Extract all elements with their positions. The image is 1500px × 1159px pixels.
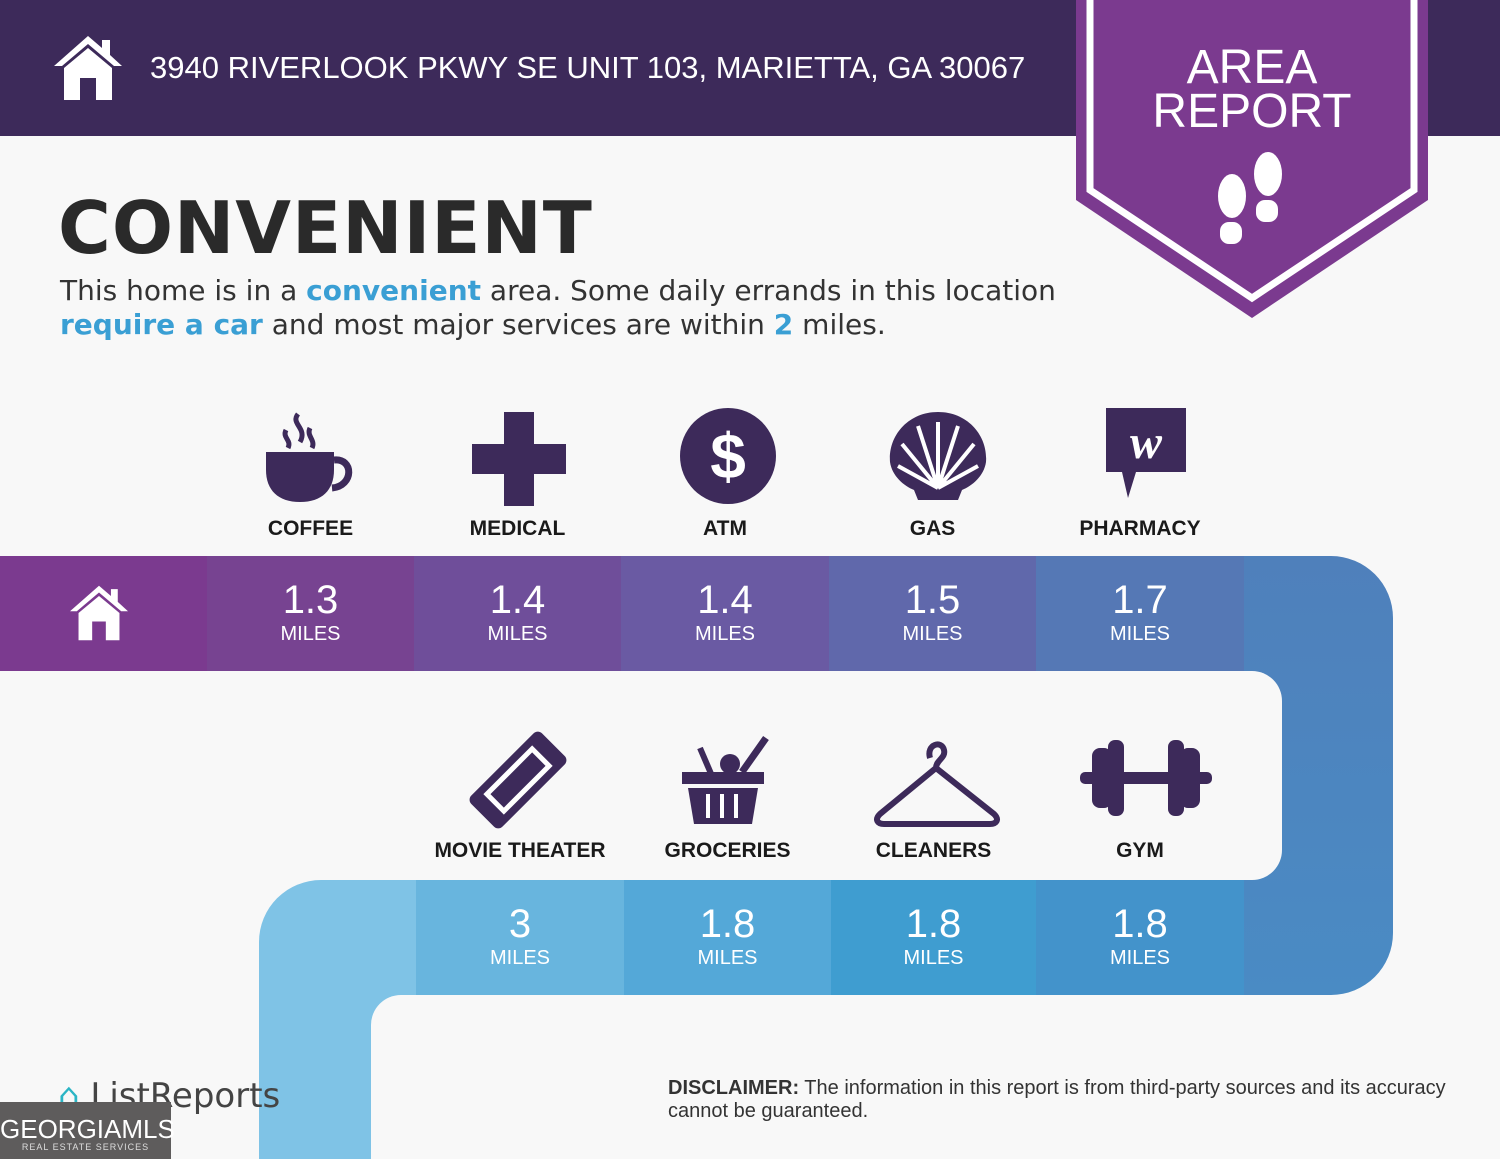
distance-cell: 1.3 MILES [207,556,414,671]
distance-cell: 1.5 MILES [829,556,1036,671]
distance-value: 1.5 [904,578,961,622]
amenity-label: COFFEE [267,517,354,540]
distance-unit: MILES [487,623,548,645]
basket-icon [678,734,778,835]
amenity-label: GROCERIES [664,839,791,862]
disclaimer-text: The information in this report is from t… [668,1077,1446,1122]
desc-text: miles. [793,308,886,341]
desc-highlight: require a car [60,308,263,341]
distance-value: 1.8 [699,902,756,946]
distance-value: 1.8 [905,902,962,946]
amenity-label: CLEANERS [875,839,992,862]
distance-value: 1.4 [697,578,753,622]
disclaimer-label: DISCLAIMER: [668,1077,800,1099]
distance-cell: 1.8 MILES [624,880,831,995]
distance-cell: 1.7 MILES [1036,556,1244,671]
georgia-mls-logo: GEORGIAMLS REAL ESTATE SERVICES [0,1102,175,1159]
disclaimer: DISCLAIMER: The information in this repo… [668,1077,1458,1123]
property-address: 3940 RIVERLOOK PKWY SE UNIT 103, MARIETT… [150,50,1026,85]
distance-cell: 1.8 MILES [1036,880,1244,995]
dollar-icon: $ [680,408,776,509]
distance-value: 1.8 [1112,902,1168,946]
track-gap [0,671,1282,880]
distance-value: 1.4 [489,578,546,622]
footprints-icon [1218,152,1282,244]
shell-icon [888,410,988,507]
distance-value: 3 [508,902,532,946]
distance-cell: 1.8 MILES [831,880,1036,995]
mls-sub: REAL ESTATE SERVICES [21,1142,150,1152]
coffee-cup-icon [262,410,358,511]
distance-unit: MILES [1109,947,1171,969]
medical-cross-icon [472,410,568,511]
distance-unit: MILES [280,623,341,645]
area-report-badge [1076,0,1428,318]
distance-value: 1.3 [282,578,339,622]
distance-unit: MILES [694,623,756,645]
distance-unit: MILES [489,947,551,969]
home-icon [54,36,122,100]
svg-text:$: $ [710,420,746,492]
desc-highlight: convenient [306,274,482,307]
distance-unit: MILES [902,623,963,645]
svg-text:w: w [1130,416,1163,469]
amenity-label: GAS [909,517,956,540]
amenity-label: MEDICAL [469,517,566,540]
amenity-label: ATM [703,517,747,540]
hanger-icon [872,736,1002,833]
badge-line-1: AREA [1186,41,1318,94]
page-title: CONVENIENT [58,186,593,270]
walgreens-icon: w [1106,408,1186,505]
badge-line-2: REPORT [1152,85,1352,138]
amenity-label: MOVIE THEATER [434,839,606,862]
desc-highlight: 2 [773,308,794,341]
distance-cell: 3 MILES [416,880,624,995]
distance-cell: 1.4 MILES [621,556,829,671]
ticket-icon [468,730,568,835]
track-gap-bottom [371,995,1500,1159]
dumbbell-icon [1080,740,1212,821]
distance-unit: MILES [1109,623,1171,645]
mls-name: GEORGIAMLS [0,1114,175,1144]
home-icon [70,585,128,641]
desc-text: This home is in a [60,274,307,307]
distance-value: 1.7 [1112,578,1168,622]
amenity-label: PHARMACY [1079,517,1201,540]
description: This home is in a convenient area. Some … [60,274,1060,342]
distance-cell: 1.4 MILES [414,556,621,671]
desc-text: area. Some daily errands in this locatio… [481,274,1056,307]
distance-unit: MILES [697,947,758,969]
desc-text: and most major services are within [262,308,774,341]
amenity-label: GYM [1116,839,1164,862]
distance-unit: MILES [903,947,964,969]
